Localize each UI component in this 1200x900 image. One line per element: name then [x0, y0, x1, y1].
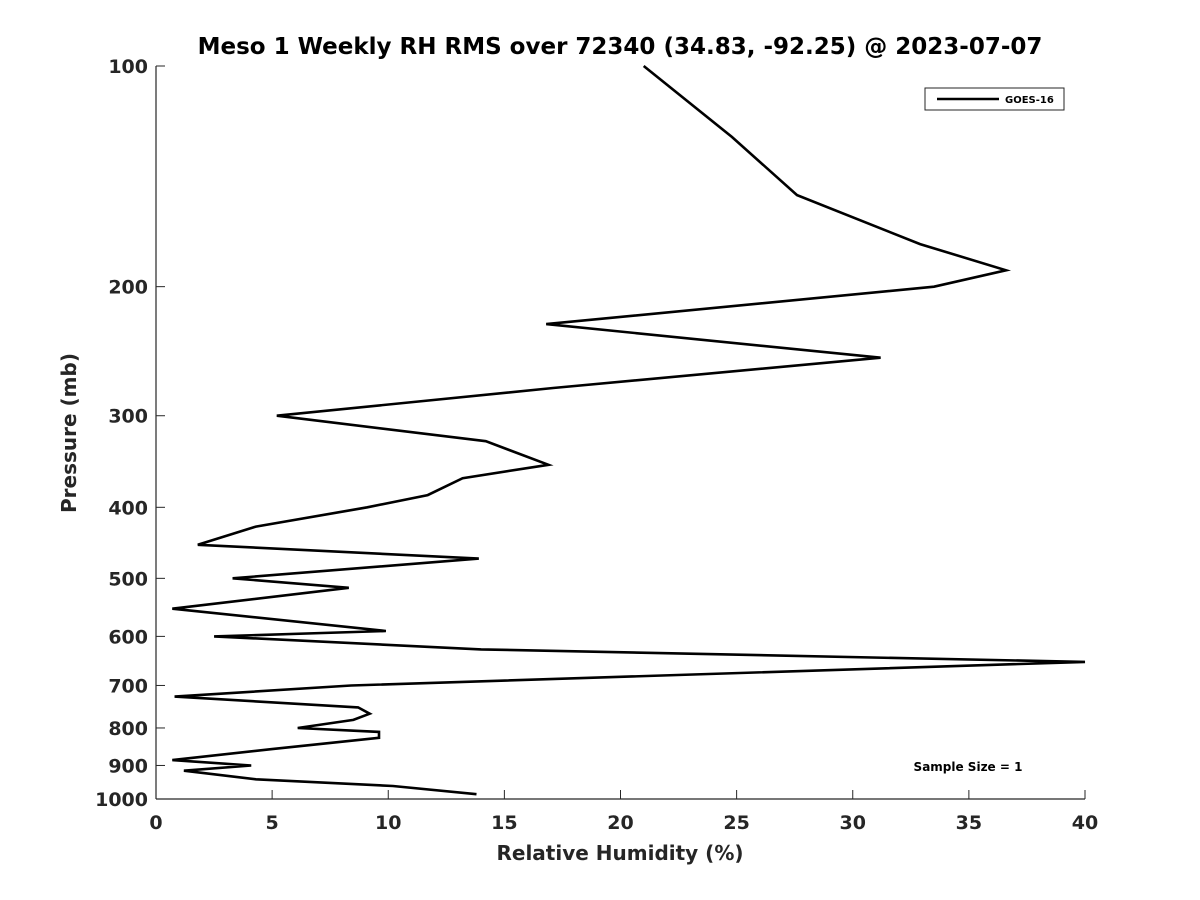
- x-tick-label: 30: [840, 812, 866, 834]
- x-axis-label: Relative Humidity (%): [496, 841, 743, 865]
- y-tick-label: 800: [108, 718, 148, 740]
- y-tick-label: 100: [108, 56, 148, 78]
- x-tick-label: 35: [956, 812, 982, 834]
- y-tick-label: 900: [108, 755, 148, 777]
- series-line-goes-16: [172, 64, 1086, 796]
- x-tick-label: 15: [491, 812, 517, 834]
- x-tick-label: 25: [723, 812, 749, 834]
- x-ticks: 0 5 10 15 20 25 30 35 40: [149, 790, 1098, 834]
- y-ticks: 100 200 300 400 500 600 700 800 900 1000: [95, 56, 165, 811]
- x-tick-label: 20: [607, 812, 633, 834]
- y-tick-label: 600: [108, 626, 148, 648]
- y-tick-label: 200: [108, 277, 148, 299]
- y-tick-label: 1000: [95, 789, 148, 811]
- y-tick-label: 500: [108, 568, 148, 590]
- y-axis-label: Pressure (mb): [57, 353, 81, 513]
- x-tick-label: 10: [375, 812, 401, 834]
- x-tick-label: 5: [266, 812, 279, 834]
- legend-label-goes-16: GOES-16: [1005, 95, 1054, 106]
- x-tick-label: 40: [1072, 812, 1098, 834]
- sample-size-annotation: Sample Size = 1: [914, 760, 1023, 774]
- legend: GOES-16: [924, 87, 1065, 111]
- y-tick-label: 300: [108, 406, 148, 428]
- chart-title: Meso 1 Weekly RH RMS over 72340 (34.83, …: [198, 34, 1043, 60]
- y-tick-label: 700: [108, 675, 148, 697]
- x-tick-label: 0: [149, 812, 162, 834]
- y-tick-label: 400: [108, 497, 148, 519]
